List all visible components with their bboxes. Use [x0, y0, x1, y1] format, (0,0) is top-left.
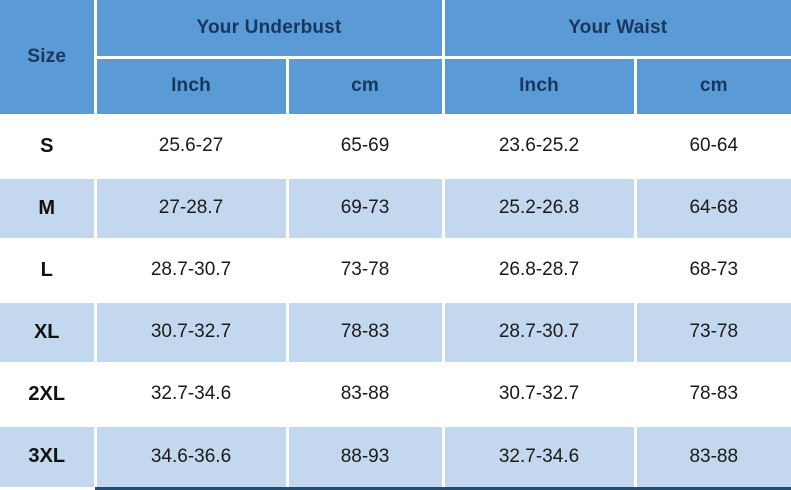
- waist-inch-cell: 32.7-34.6: [441, 423, 637, 489]
- size-cell: M: [0, 175, 97, 241]
- size-cell: L: [0, 237, 97, 303]
- underbust-cm-cell: 69-73: [285, 175, 445, 241]
- bottom-border-strip: [95, 487, 791, 490]
- underbust-inch-cell: 32.7-34.6: [93, 361, 289, 427]
- underbust-inch-cell: 30.7-32.7: [93, 299, 289, 365]
- size-cell: S: [0, 113, 97, 179]
- waist-cm-cell: 68-73: [633, 237, 791, 303]
- underbust-inch-cell: 34.6-36.6: [93, 423, 289, 489]
- underbust-inch-cell: 27-28.7: [93, 175, 289, 241]
- table-row: 3XL 34.6-36.6 88-93 32.7-34.6 83-88: [0, 423, 791, 489]
- size-column-header: Size: [0, 0, 97, 117]
- waist-inch-cell: 23.6-25.2: [441, 113, 637, 179]
- waist-inch-cell: 30.7-32.7: [441, 361, 637, 427]
- underbust-inch-cell: 25.6-27: [93, 113, 289, 179]
- underbust-cm-cell: 78-83: [285, 299, 445, 365]
- waist-inch-cell: 28.7-30.7: [441, 299, 637, 365]
- waist-cm-cell: 64-68: [633, 175, 791, 241]
- waist-inch-cell: 26.8-28.7: [441, 237, 637, 303]
- waist-cm-cell: 73-78: [633, 299, 791, 365]
- underbust-cm-cell: 88-93: [285, 423, 445, 489]
- underbust-group-header: Your Underbust: [93, 0, 445, 59]
- underbust-cm-header: cm: [285, 55, 445, 117]
- waist-inch-cell: 25.2-26.8: [441, 175, 637, 241]
- waist-cm-header: cm: [633, 55, 791, 117]
- waist-cm-cell: 83-88: [633, 423, 791, 489]
- underbust-inch-header: Inch: [93, 55, 289, 117]
- table-row: XL 30.7-32.7 78-83 28.7-30.7 73-78: [0, 299, 791, 365]
- size-cell: 3XL: [0, 423, 97, 489]
- table-row: S 25.6-27 65-69 23.6-25.2 60-64: [0, 113, 791, 179]
- underbust-cm-cell: 73-78: [285, 237, 445, 303]
- waist-cm-cell: 78-83: [633, 361, 791, 427]
- size-cell: XL: [0, 299, 97, 365]
- table-row: 2XL 32.7-34.6 83-88 30.7-32.7 78-83: [0, 361, 791, 427]
- waist-inch-header: Inch: [441, 55, 637, 117]
- waist-cm-cell: 60-64: [633, 113, 791, 179]
- header-row-groups: Size Your Underbust Your Waist: [0, 0, 791, 117]
- underbust-cm-cell: 83-88: [285, 361, 445, 427]
- table-row: L 28.7-30.7 73-78 26.8-28.7 68-73: [0, 237, 791, 303]
- waist-group-header: Your Waist: [441, 0, 791, 59]
- underbust-inch-cell: 28.7-30.7: [93, 237, 289, 303]
- table-row: M 27-28.7 69-73 25.2-26.8 64-68: [0, 175, 791, 241]
- size-cell: 2XL: [0, 361, 97, 427]
- underbust-cm-cell: 65-69: [285, 113, 445, 179]
- header-row-units: Inch cm Inch cm: [0, 55, 791, 117]
